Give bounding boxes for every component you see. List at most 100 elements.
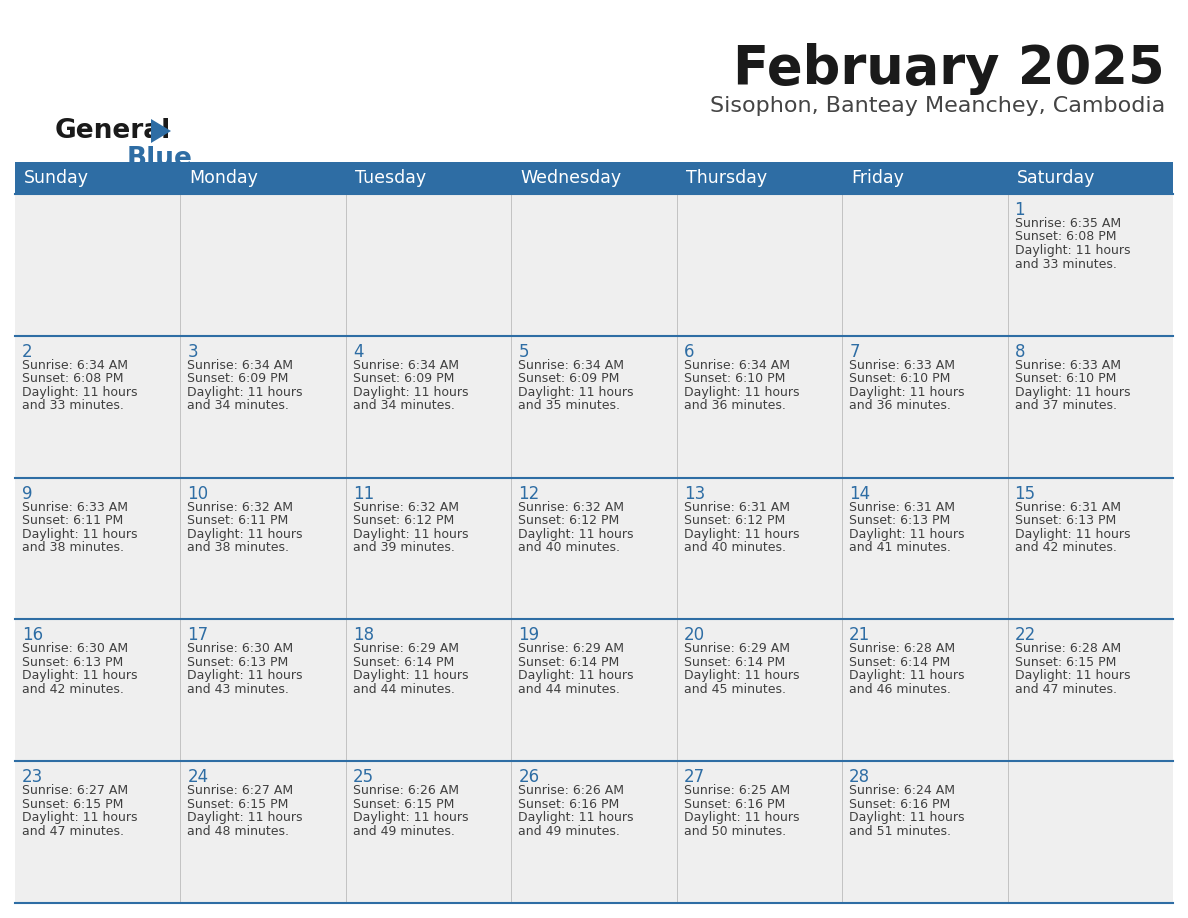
Text: Daylight: 11 hours: Daylight: 11 hours bbox=[23, 812, 138, 824]
Text: 4: 4 bbox=[353, 342, 364, 361]
Text: Sunrise: 6:32 AM: Sunrise: 6:32 AM bbox=[353, 500, 459, 513]
Text: Sunset: 6:14 PM: Sunset: 6:14 PM bbox=[353, 655, 454, 669]
Text: Saturday: Saturday bbox=[1017, 169, 1095, 187]
Text: Sunrise: 6:28 AM: Sunrise: 6:28 AM bbox=[849, 643, 955, 655]
Text: Sunset: 6:10 PM: Sunset: 6:10 PM bbox=[1015, 373, 1116, 386]
Text: Sunset: 6:09 PM: Sunset: 6:09 PM bbox=[188, 373, 289, 386]
Bar bbox=[15, 162, 1173, 194]
Text: 8: 8 bbox=[1015, 342, 1025, 361]
Text: and 36 minutes.: and 36 minutes. bbox=[849, 399, 952, 412]
Text: and 41 minutes.: and 41 minutes. bbox=[849, 541, 952, 554]
Text: Sunrise: 6:29 AM: Sunrise: 6:29 AM bbox=[518, 643, 624, 655]
Text: Sunrise: 6:25 AM: Sunrise: 6:25 AM bbox=[684, 784, 790, 797]
Text: Daylight: 11 hours: Daylight: 11 hours bbox=[849, 386, 965, 398]
Text: Sunset: 6:16 PM: Sunset: 6:16 PM bbox=[518, 798, 619, 811]
Text: 28: 28 bbox=[849, 768, 871, 786]
Text: Sunrise: 6:27 AM: Sunrise: 6:27 AM bbox=[23, 784, 128, 797]
Text: Sunrise: 6:30 AM: Sunrise: 6:30 AM bbox=[188, 643, 293, 655]
Text: and 49 minutes.: and 49 minutes. bbox=[353, 824, 455, 838]
Text: 13: 13 bbox=[684, 485, 704, 502]
Text: 9: 9 bbox=[23, 485, 32, 502]
Text: Sunday: Sunday bbox=[24, 169, 89, 187]
Text: 18: 18 bbox=[353, 626, 374, 644]
Text: Sunrise: 6:32 AM: Sunrise: 6:32 AM bbox=[518, 500, 624, 513]
Text: 2: 2 bbox=[23, 342, 32, 361]
Text: Daylight: 11 hours: Daylight: 11 hours bbox=[353, 528, 468, 541]
Text: and 35 minutes.: and 35 minutes. bbox=[518, 399, 620, 412]
Text: 1: 1 bbox=[1015, 201, 1025, 219]
Text: 10: 10 bbox=[188, 485, 209, 502]
Text: Sunset: 6:13 PM: Sunset: 6:13 PM bbox=[188, 655, 289, 669]
Text: and 44 minutes.: and 44 minutes. bbox=[353, 683, 455, 696]
Text: 16: 16 bbox=[23, 626, 43, 644]
Text: Sunrise: 6:31 AM: Sunrise: 6:31 AM bbox=[684, 500, 790, 513]
Text: Daylight: 11 hours: Daylight: 11 hours bbox=[188, 528, 303, 541]
Text: Sunrise: 6:34 AM: Sunrise: 6:34 AM bbox=[518, 359, 624, 372]
Text: Daylight: 11 hours: Daylight: 11 hours bbox=[1015, 669, 1130, 682]
Text: Thursday: Thursday bbox=[685, 169, 766, 187]
Text: Daylight: 11 hours: Daylight: 11 hours bbox=[518, 669, 633, 682]
Text: Sunset: 6:15 PM: Sunset: 6:15 PM bbox=[353, 798, 454, 811]
Text: Sunset: 6:16 PM: Sunset: 6:16 PM bbox=[849, 798, 950, 811]
Text: Sunset: 6:15 PM: Sunset: 6:15 PM bbox=[188, 798, 289, 811]
Text: Sunset: 6:09 PM: Sunset: 6:09 PM bbox=[518, 373, 620, 386]
Text: Daylight: 11 hours: Daylight: 11 hours bbox=[684, 386, 800, 398]
Text: Sunrise: 6:24 AM: Sunrise: 6:24 AM bbox=[849, 784, 955, 797]
Text: February 2025: February 2025 bbox=[733, 43, 1165, 95]
Bar bbox=[15, 477, 1173, 620]
Text: and 46 minutes.: and 46 minutes. bbox=[849, 683, 952, 696]
Text: 24: 24 bbox=[188, 768, 209, 786]
Text: 26: 26 bbox=[518, 768, 539, 786]
Text: and 38 minutes.: and 38 minutes. bbox=[23, 541, 124, 554]
Text: Sunset: 6:08 PM: Sunset: 6:08 PM bbox=[1015, 230, 1116, 243]
Text: Daylight: 11 hours: Daylight: 11 hours bbox=[23, 528, 138, 541]
Text: Sunset: 6:11 PM: Sunset: 6:11 PM bbox=[188, 514, 289, 527]
Text: 19: 19 bbox=[518, 626, 539, 644]
Text: Daylight: 11 hours: Daylight: 11 hours bbox=[23, 386, 138, 398]
Text: 17: 17 bbox=[188, 626, 209, 644]
Text: Sunrise: 6:34 AM: Sunrise: 6:34 AM bbox=[23, 359, 128, 372]
Text: and 49 minutes.: and 49 minutes. bbox=[518, 824, 620, 838]
Text: and 47 minutes.: and 47 minutes. bbox=[23, 824, 124, 838]
Text: Sunset: 6:13 PM: Sunset: 6:13 PM bbox=[849, 514, 950, 527]
Text: Daylight: 11 hours: Daylight: 11 hours bbox=[353, 386, 468, 398]
Text: and 48 minutes.: and 48 minutes. bbox=[188, 824, 290, 838]
Text: Daylight: 11 hours: Daylight: 11 hours bbox=[849, 669, 965, 682]
Bar bbox=[15, 336, 1173, 477]
Text: Sunset: 6:10 PM: Sunset: 6:10 PM bbox=[849, 373, 950, 386]
Text: Sunrise: 6:29 AM: Sunrise: 6:29 AM bbox=[684, 643, 790, 655]
Text: and 33 minutes.: and 33 minutes. bbox=[23, 399, 124, 412]
Text: 15: 15 bbox=[1015, 485, 1036, 502]
Text: and 47 minutes.: and 47 minutes. bbox=[1015, 683, 1117, 696]
Text: Daylight: 11 hours: Daylight: 11 hours bbox=[684, 669, 800, 682]
Text: Daylight: 11 hours: Daylight: 11 hours bbox=[188, 669, 303, 682]
Text: Daylight: 11 hours: Daylight: 11 hours bbox=[1015, 386, 1130, 398]
Text: Sisophon, Banteay Meanchey, Cambodia: Sisophon, Banteay Meanchey, Cambodia bbox=[709, 96, 1165, 116]
Text: Sunrise: 6:34 AM: Sunrise: 6:34 AM bbox=[353, 359, 459, 372]
Text: and 42 minutes.: and 42 minutes. bbox=[1015, 541, 1117, 554]
Text: 22: 22 bbox=[1015, 626, 1036, 644]
Text: and 43 minutes.: and 43 minutes. bbox=[188, 683, 290, 696]
Text: and 40 minutes.: and 40 minutes. bbox=[518, 541, 620, 554]
Text: Sunrise: 6:34 AM: Sunrise: 6:34 AM bbox=[684, 359, 790, 372]
Text: 7: 7 bbox=[849, 342, 860, 361]
Text: Sunrise: 6:34 AM: Sunrise: 6:34 AM bbox=[188, 359, 293, 372]
Text: Sunset: 6:15 PM: Sunset: 6:15 PM bbox=[1015, 655, 1116, 669]
Text: Sunrise: 6:31 AM: Sunrise: 6:31 AM bbox=[1015, 500, 1120, 513]
Text: Daylight: 11 hours: Daylight: 11 hours bbox=[684, 528, 800, 541]
Text: Blue: Blue bbox=[127, 146, 192, 172]
Text: and 38 minutes.: and 38 minutes. bbox=[188, 541, 290, 554]
Text: 5: 5 bbox=[518, 342, 529, 361]
Text: and 40 minutes.: and 40 minutes. bbox=[684, 541, 785, 554]
Text: Sunrise: 6:30 AM: Sunrise: 6:30 AM bbox=[23, 643, 128, 655]
Text: and 50 minutes.: and 50 minutes. bbox=[684, 824, 785, 838]
Bar bbox=[15, 194, 1173, 336]
Text: and 36 minutes.: and 36 minutes. bbox=[684, 399, 785, 412]
Text: Daylight: 11 hours: Daylight: 11 hours bbox=[23, 669, 138, 682]
Text: Sunset: 6:13 PM: Sunset: 6:13 PM bbox=[23, 655, 124, 669]
Text: Sunrise: 6:33 AM: Sunrise: 6:33 AM bbox=[849, 359, 955, 372]
Text: Sunset: 6:16 PM: Sunset: 6:16 PM bbox=[684, 798, 785, 811]
Text: Sunset: 6:14 PM: Sunset: 6:14 PM bbox=[518, 655, 619, 669]
Text: Daylight: 11 hours: Daylight: 11 hours bbox=[188, 812, 303, 824]
Text: Monday: Monday bbox=[189, 169, 258, 187]
